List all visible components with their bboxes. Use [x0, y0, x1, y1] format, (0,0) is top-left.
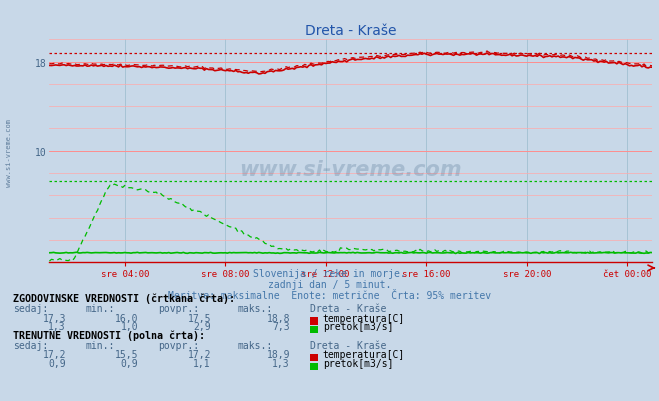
Text: 1,1: 1,1 [193, 358, 211, 368]
Text: 16,0: 16,0 [115, 313, 138, 323]
Text: 17,3: 17,3 [42, 313, 66, 323]
Text: zadnji dan / 5 minut.: zadnji dan / 5 minut. [268, 279, 391, 289]
Text: TRENUTNE VREDNOSTI (polna črta):: TRENUTNE VREDNOSTI (polna črta): [13, 330, 205, 340]
Text: Dreta - Kraše: Dreta - Kraše [310, 304, 386, 314]
Text: pretok[m3/s]: pretok[m3/s] [323, 358, 393, 368]
Text: maks.:: maks.: [237, 340, 272, 350]
Text: 1,3: 1,3 [48, 321, 66, 331]
Text: 18,9: 18,9 [266, 349, 290, 359]
Text: maks.:: maks.: [237, 304, 272, 314]
Text: min.:: min.: [86, 304, 115, 314]
Text: 15,5: 15,5 [115, 349, 138, 359]
Title: Dreta - Kraše: Dreta - Kraše [305, 24, 397, 38]
Text: povpr.:: povpr.: [158, 340, 199, 350]
Text: 17,2: 17,2 [187, 349, 211, 359]
Text: 2,9: 2,9 [193, 321, 211, 331]
Text: www.si-vreme.com: www.si-vreme.com [5, 118, 12, 186]
Text: sedaj:: sedaj: [13, 304, 48, 314]
Text: povpr.:: povpr.: [158, 304, 199, 314]
Text: min.:: min.: [86, 340, 115, 350]
Text: pretok[m3/s]: pretok[m3/s] [323, 321, 393, 331]
Text: www.si-vreme.com: www.si-vreme.com [240, 159, 462, 179]
Text: 0,9: 0,9 [121, 358, 138, 368]
Text: Meritve: maksimalne  Enote: metrične  Črta: 95% meritev: Meritve: maksimalne Enote: metrične Črta… [168, 290, 491, 300]
Text: temperatura[C]: temperatura[C] [323, 313, 405, 323]
Text: 1,3: 1,3 [272, 358, 290, 368]
Text: 17,2: 17,2 [42, 349, 66, 359]
Text: 18,8: 18,8 [266, 313, 290, 323]
Text: 1,0: 1,0 [121, 321, 138, 331]
Text: 7,3: 7,3 [272, 321, 290, 331]
Text: 0,9: 0,9 [48, 358, 66, 368]
Text: 17,5: 17,5 [187, 313, 211, 323]
Text: ZGODOVINSKE VREDNOSTI (črtkana črta):: ZGODOVINSKE VREDNOSTI (črtkana črta): [13, 292, 235, 303]
Text: temperatura[C]: temperatura[C] [323, 349, 405, 359]
Text: Slovenija / reke in morje.: Slovenija / reke in morje. [253, 268, 406, 278]
Text: sedaj:: sedaj: [13, 340, 48, 350]
Text: Dreta - Kraše: Dreta - Kraše [310, 340, 386, 350]
